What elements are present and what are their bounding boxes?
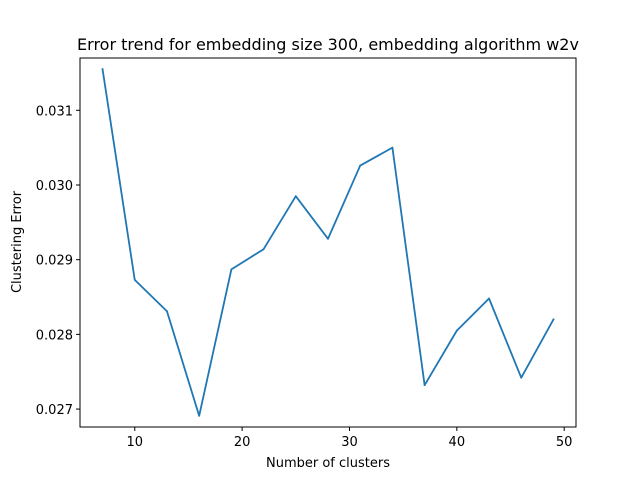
data-point: [391, 146, 394, 149]
y-axis-label: Clustering Error: [10, 190, 25, 293]
y-tick-label: 0.027: [36, 403, 73, 418]
x-axis-label: Number of clusters: [266, 456, 390, 471]
y-tick-label: 0.030: [36, 179, 73, 194]
data-point: [359, 164, 362, 167]
x-tick-label: 30: [341, 435, 358, 450]
data-point: [520, 376, 523, 379]
y-tick-label: 0.028: [36, 328, 73, 343]
data-point: [294, 195, 297, 198]
data-point: [230, 268, 233, 271]
data-point: [455, 329, 458, 332]
x-tick-label: 20: [234, 435, 251, 450]
y-tick-label: 0.029: [36, 254, 73, 269]
data-point: [101, 68, 104, 71]
data-point: [488, 297, 490, 300]
x-tick-label: 10: [126, 435, 143, 450]
data-point: [166, 310, 168, 313]
x-tick-label: 40: [449, 435, 466, 450]
data-point: [262, 248, 265, 251]
x-tick-label: 50: [556, 435, 573, 450]
chart-title: Error trend for embedding size 300, embe…: [77, 35, 579, 54]
y-tick-label: 0.031: [36, 104, 73, 119]
data-point: [552, 318, 555, 321]
data-point: [327, 237, 329, 240]
axis-ticks: 10 20 30 40 50 0.027 0.028 0.029 0.030 0.031: [36, 104, 573, 450]
plot-frame: [79, 57, 577, 428]
data-point: [423, 384, 426, 387]
data-point: [198, 414, 201, 417]
series-layer: [101, 68, 555, 417]
data-point: [133, 278, 136, 281]
